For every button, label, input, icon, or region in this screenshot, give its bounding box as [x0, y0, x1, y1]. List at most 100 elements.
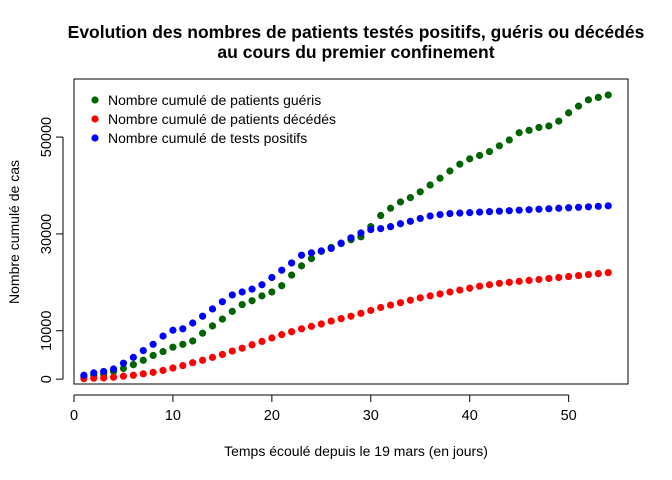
data-point — [446, 167, 454, 175]
data-point — [386, 301, 395, 309]
data-point — [396, 198, 405, 206]
data-point — [297, 325, 306, 333]
data-point — [169, 364, 177, 372]
data-point — [406, 296, 414, 304]
data-point — [357, 309, 365, 317]
data-point — [584, 203, 593, 211]
data-point — [199, 356, 207, 364]
data-point — [565, 204, 573, 212]
legend-marker — [91, 96, 99, 104]
data-point — [495, 142, 503, 150]
data-point — [337, 315, 345, 323]
data-point — [357, 229, 365, 237]
data-point — [159, 366, 167, 375]
data-point — [139, 370, 147, 378]
data-point — [90, 369, 98, 377]
data-point — [129, 371, 137, 379]
data-point — [515, 277, 523, 285]
data-point — [109, 365, 118, 373]
data-point — [446, 209, 454, 218]
data-point — [476, 282, 484, 290]
data-point — [377, 211, 385, 220]
data-point — [367, 306, 375, 315]
data-point — [317, 247, 325, 255]
data-point — [189, 319, 197, 327]
data-point — [367, 225, 375, 234]
data-point — [456, 209, 464, 217]
data-point — [555, 117, 563, 125]
x-tick-label: 10 — [165, 408, 181, 424]
data-point — [278, 282, 286, 290]
data-point — [149, 340, 157, 348]
data-point — [584, 96, 593, 104]
data-point — [416, 214, 424, 223]
data-point — [129, 361, 137, 369]
data-point — [238, 301, 246, 309]
data-point — [396, 220, 405, 228]
data-points — [80, 91, 612, 383]
data-point — [377, 303, 385, 312]
data-point — [466, 209, 474, 217]
data-point — [485, 281, 494, 289]
data-point — [288, 328, 296, 336]
data-point — [535, 275, 543, 284]
x-axis: 0 10 20 30 40 50 — [70, 394, 577, 424]
chart-title-line-1: Evolution des nombres de patients testés… — [68, 22, 645, 42]
data-point — [100, 374, 108, 382]
data-point — [109, 373, 118, 381]
data-point — [307, 249, 316, 257]
data-point — [347, 312, 355, 320]
data-point — [228, 307, 236, 315]
data-point — [179, 340, 187, 348]
data-point — [406, 217, 414, 225]
data-point — [377, 224, 385, 233]
data-point — [347, 234, 355, 242]
data-point — [327, 317, 335, 325]
data-point — [248, 297, 256, 305]
data-point — [258, 292, 266, 300]
data-point — [476, 208, 484, 216]
data-point — [199, 329, 207, 337]
data-point — [100, 367, 108, 376]
data-point — [476, 151, 484, 160]
data-point — [307, 322, 316, 330]
data-point — [426, 181, 434, 189]
data-point — [555, 204, 563, 212]
y-tick-label: 50000 — [39, 117, 55, 157]
data-point — [426, 212, 434, 220]
data-point — [169, 326, 177, 334]
data-point — [456, 160, 464, 168]
series-3 — [80, 202, 612, 379]
data-point — [218, 315, 226, 323]
data-point — [258, 337, 266, 345]
data-point — [199, 312, 207, 320]
data-point — [90, 374, 98, 382]
data-point — [208, 322, 217, 330]
data-point — [594, 93, 602, 101]
data-point — [119, 372, 128, 380]
x-axis-label: Temps écoulé depuis le 19 mars (en jours… — [224, 443, 488, 459]
data-point — [594, 270, 602, 278]
data-point — [466, 155, 474, 163]
data-point — [129, 353, 137, 361]
data-point — [159, 332, 167, 340]
data-point — [268, 334, 276, 342]
data-point — [545, 122, 553, 130]
data-point — [525, 206, 533, 214]
data-point — [535, 123, 543, 132]
y-axis-label: Nombre cumulé de cas — [6, 160, 22, 304]
legend: Nombre cumulé de patients guéris Nombre c… — [91, 92, 336, 146]
data-point — [396, 299, 405, 307]
data-point — [436, 210, 444, 219]
data-point — [555, 273, 563, 282]
data-point — [139, 346, 147, 355]
data-point — [337, 239, 345, 247]
data-point — [525, 276, 533, 284]
data-point — [604, 91, 612, 99]
series-2 — [80, 269, 612, 383]
legend-label: Nombre cumulé de patients guéris — [108, 92, 321, 108]
y-axis: 0 10000 30000 50000 — [39, 117, 64, 383]
data-point — [248, 285, 256, 293]
data-point — [248, 341, 256, 349]
